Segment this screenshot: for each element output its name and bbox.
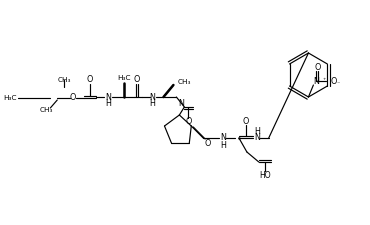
Text: ⁻: ⁻ xyxy=(336,83,340,88)
Text: N: N xyxy=(178,99,184,108)
Text: CH₃: CH₃ xyxy=(57,77,71,83)
Text: H: H xyxy=(220,140,226,149)
Text: H: H xyxy=(105,99,111,108)
Text: N: N xyxy=(105,92,111,101)
Text: H₃C: H₃C xyxy=(3,95,17,101)
Text: ⁺: ⁺ xyxy=(322,79,326,83)
Text: O: O xyxy=(330,76,337,86)
Text: O: O xyxy=(87,76,93,85)
Text: N: N xyxy=(254,133,260,142)
Text: O: O xyxy=(70,94,76,103)
Text: CH₃: CH₃ xyxy=(177,79,191,85)
Text: N: N xyxy=(220,133,226,142)
Text: H₃C: H₃C xyxy=(117,75,131,81)
Text: O: O xyxy=(314,63,320,72)
Text: N: N xyxy=(313,76,319,86)
Text: O: O xyxy=(185,117,192,126)
Text: H: H xyxy=(254,126,260,135)
Text: O: O xyxy=(134,76,140,85)
Text: O: O xyxy=(243,117,249,126)
Text: H: H xyxy=(149,99,155,108)
Text: N: N xyxy=(149,92,155,101)
Text: HO: HO xyxy=(259,171,270,180)
Text: O: O xyxy=(205,139,211,148)
Text: CH₃: CH₃ xyxy=(40,107,53,113)
